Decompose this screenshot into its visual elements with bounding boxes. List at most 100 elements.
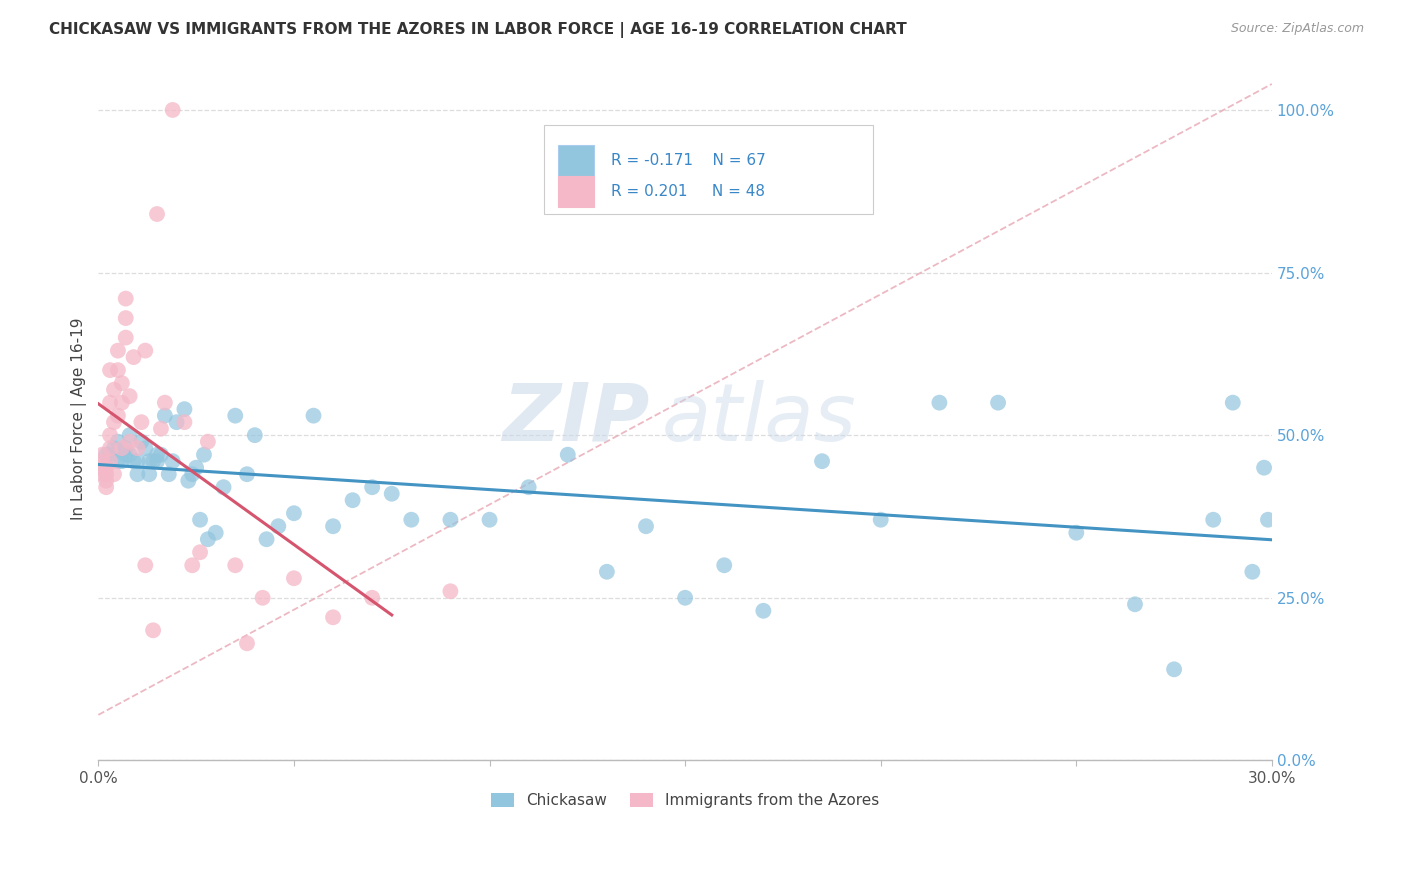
Point xyxy=(186,460,208,475)
Bar xyxy=(558,177,593,207)
Point xyxy=(103,415,125,429)
Text: R = 0.201     N = 48: R = 0.201 N = 48 xyxy=(612,185,765,199)
Point xyxy=(987,395,1010,409)
Point xyxy=(439,584,461,599)
Point xyxy=(131,434,153,449)
Text: atlas: atlas xyxy=(662,380,856,458)
Point xyxy=(1163,662,1185,676)
Point xyxy=(283,571,305,585)
Point xyxy=(107,363,129,377)
Point xyxy=(91,454,114,468)
Point xyxy=(188,545,211,559)
Point xyxy=(212,480,235,494)
Point xyxy=(197,434,219,449)
Point xyxy=(439,513,461,527)
Point xyxy=(146,448,169,462)
Point xyxy=(361,591,384,605)
Point xyxy=(173,402,195,417)
Point xyxy=(634,519,657,533)
Point xyxy=(107,343,129,358)
Point xyxy=(111,441,134,455)
Text: Source: ZipAtlas.com: Source: ZipAtlas.com xyxy=(1230,22,1364,36)
Point xyxy=(342,493,364,508)
Point xyxy=(107,454,129,468)
Point xyxy=(146,207,169,221)
Point xyxy=(127,441,149,455)
Point xyxy=(153,395,176,409)
Point xyxy=(107,434,129,449)
Point xyxy=(114,448,136,462)
Point xyxy=(928,395,950,409)
Point xyxy=(401,513,423,527)
Point xyxy=(118,448,141,462)
Point xyxy=(138,454,160,468)
Point xyxy=(114,330,136,344)
Point xyxy=(557,448,579,462)
Point xyxy=(98,428,121,442)
Point xyxy=(361,480,384,494)
Point xyxy=(713,558,735,573)
Point xyxy=(91,448,114,462)
Point xyxy=(149,422,172,436)
Point xyxy=(134,441,156,455)
Point xyxy=(103,383,125,397)
Point xyxy=(98,454,121,468)
Point xyxy=(322,519,344,533)
Point xyxy=(869,513,891,527)
Point xyxy=(1123,597,1146,611)
Point xyxy=(134,343,156,358)
Point xyxy=(381,486,404,500)
Point xyxy=(1253,460,1275,475)
Point xyxy=(224,409,246,423)
Point xyxy=(91,467,114,482)
Point xyxy=(98,363,121,377)
Point xyxy=(1066,525,1088,540)
Text: ZIP: ZIP xyxy=(502,380,650,458)
Point xyxy=(197,533,219,547)
Point xyxy=(256,533,278,547)
Point xyxy=(243,428,266,442)
Point xyxy=(96,460,118,475)
Point xyxy=(1202,513,1225,527)
Point xyxy=(193,448,215,462)
Point xyxy=(236,467,259,482)
Point xyxy=(96,480,118,494)
Point xyxy=(111,376,134,391)
Point xyxy=(302,409,325,423)
Point xyxy=(181,558,204,573)
Point xyxy=(107,409,129,423)
Point xyxy=(127,467,149,482)
Point xyxy=(224,558,246,573)
Point xyxy=(127,454,149,468)
Point xyxy=(752,604,775,618)
Text: CHICKASAW VS IMMIGRANTS FROM THE AZORES IN LABOR FORCE | AGE 16-19 CORRELATION C: CHICKASAW VS IMMIGRANTS FROM THE AZORES … xyxy=(49,22,907,38)
Point xyxy=(478,513,501,527)
Point xyxy=(98,448,121,462)
Point xyxy=(114,292,136,306)
Point xyxy=(162,103,184,117)
Point xyxy=(267,519,290,533)
Point xyxy=(118,389,141,403)
Point xyxy=(1257,513,1279,527)
Point xyxy=(517,480,540,494)
Point xyxy=(153,409,176,423)
Point xyxy=(114,311,136,326)
Point xyxy=(1241,565,1264,579)
Point xyxy=(122,350,145,364)
Point xyxy=(122,454,145,468)
Point xyxy=(98,441,121,455)
Point xyxy=(1222,395,1244,409)
Point xyxy=(142,454,165,468)
Point xyxy=(138,467,160,482)
Point xyxy=(166,415,188,429)
Point xyxy=(322,610,344,624)
Point xyxy=(162,454,184,468)
Point xyxy=(149,448,172,462)
Point xyxy=(204,525,226,540)
Point xyxy=(111,395,134,409)
Point xyxy=(118,434,141,449)
Point xyxy=(131,415,153,429)
Point xyxy=(157,467,180,482)
FancyBboxPatch shape xyxy=(544,125,873,214)
Text: R = -0.171    N = 67: R = -0.171 N = 67 xyxy=(612,153,766,169)
